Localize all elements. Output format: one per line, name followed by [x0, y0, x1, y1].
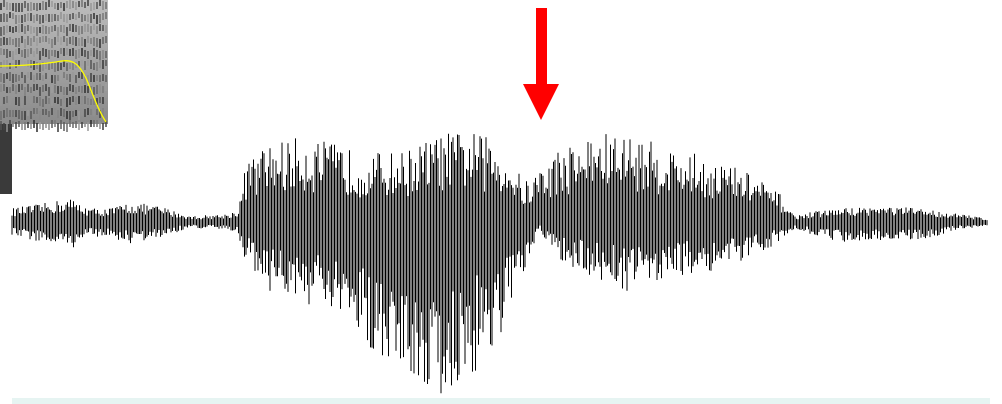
down-arrow-icon	[523, 8, 559, 120]
waveform-baseline	[12, 398, 990, 404]
speech-waveform	[11, 133, 988, 394]
spectrogram-thumbnail	[0, 0, 108, 194]
waveform-trace	[11, 133, 988, 394]
pitch-track-line	[0, 60, 107, 123]
